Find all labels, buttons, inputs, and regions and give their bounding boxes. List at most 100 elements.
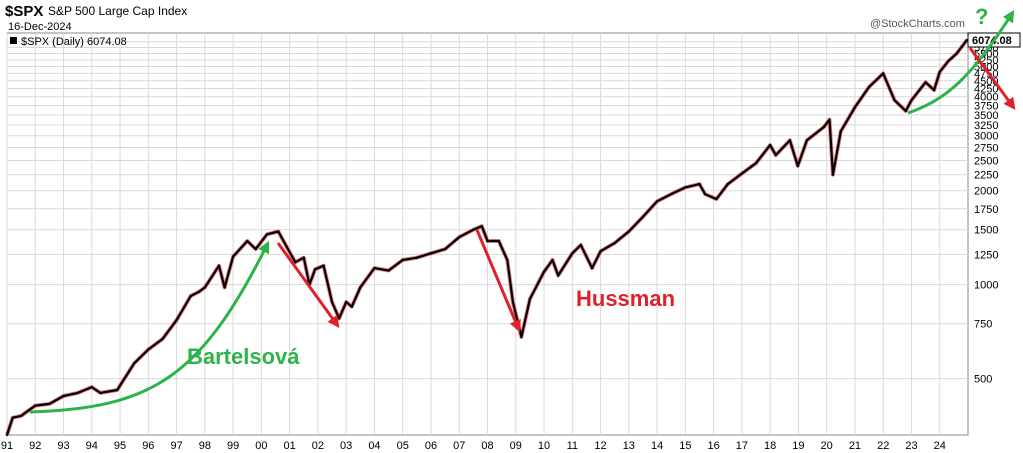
x-tick-label: 12	[594, 440, 606, 452]
x-tick-label: 04	[368, 440, 380, 452]
data-point	[401, 258, 404, 262]
data-point	[223, 286, 226, 289]
data-point	[853, 106, 857, 109]
chart-symbol: $SPX	[5, 3, 43, 20]
y-tick-label: 4000	[974, 92, 998, 104]
x-tick-label: 00	[255, 440, 267, 452]
y-tick-label: 500	[974, 374, 992, 386]
data-point	[655, 200, 659, 203]
chart-title: S&P 500 Large Cap Index	[48, 4, 187, 18]
y-tick-label: 2250	[974, 170, 998, 182]
data-point	[443, 247, 447, 251]
data-point	[938, 70, 941, 74]
x-tick-label: 24	[934, 440, 946, 452]
y-axis: 500 750 1000 1250 1500 1750 2000 2250 2500275030…	[974, 37, 998, 386]
data-point	[161, 337, 164, 341]
bull-arrow-1990s	[29, 240, 270, 414]
data-point	[893, 98, 896, 102]
bear-label: Hussman	[576, 286, 675, 311]
data-point	[947, 59, 950, 63]
x-tick-label: 10	[538, 440, 550, 452]
grid	[6, 33, 968, 435]
x-axis: 91 92 93 94 95 96 97 98 99 00 01 02 03 04 05 06 07 08 09 10…	[1, 440, 946, 452]
data-point	[542, 270, 546, 273]
data-point	[955, 52, 958, 55]
data-point	[99, 391, 102, 395]
data-point	[217, 264, 221, 267]
brand-watermark: @StockCharts.com	[870, 18, 965, 30]
data-point	[904, 109, 908, 113]
x-tick-label: 96	[142, 440, 154, 452]
y-tick-label: 1250	[974, 249, 998, 261]
data-point	[932, 88, 936, 92]
y-tick-label: 3250	[974, 120, 998, 132]
data-point	[965, 38, 969, 42]
data-point	[313, 268, 317, 271]
data-point	[415, 256, 419, 259]
data-point	[472, 228, 475, 231]
data-point	[511, 300, 515, 304]
x-tick-label: 07	[453, 440, 465, 452]
x-tick-label: 20	[821, 440, 833, 452]
legend-label: $SPX (Daily) 6074.08	[21, 36, 127, 48]
data-point	[62, 394, 65, 398]
y-tick-label: 5250	[974, 55, 998, 67]
data-point	[34, 404, 37, 407]
data-point	[350, 305, 354, 308]
question-mark: ?	[975, 4, 988, 29]
data-point	[285, 245, 289, 249]
data-point	[670, 192, 673, 196]
data-point	[337, 317, 341, 320]
data-point	[703, 192, 707, 196]
data-point	[116, 388, 119, 392]
x-tick-label: 08	[481, 440, 493, 452]
data-point	[774, 153, 777, 157]
x-tick-label: 01	[284, 440, 296, 452]
data-point	[599, 250, 602, 253]
data-point	[726, 182, 729, 186]
data-point	[497, 239, 501, 243]
data-point	[506, 258, 509, 262]
legend-swatch	[10, 37, 17, 44]
data-point	[910, 98, 913, 102]
data-point	[486, 239, 489, 243]
x-tick-label: 18	[764, 440, 776, 452]
data-point	[76, 391, 79, 395]
x-tick-label: 09	[510, 440, 522, 452]
data-point	[520, 335, 523, 339]
x-tick-label: 21	[849, 440, 861, 452]
data-point	[5, 433, 9, 437]
x-tick-label: 05	[397, 440, 409, 452]
data-point	[627, 230, 631, 233]
data-point	[579, 243, 582, 247]
y-tick-label: 1500	[974, 225, 998, 237]
y-tick-label: 2500	[974, 155, 998, 167]
y-tick-label: 1000	[974, 280, 998, 292]
y-tick-label: 2000	[974, 186, 998, 198]
series-legend: $SPX (Daily) 6074.08	[10, 36, 127, 48]
data-point	[302, 256, 305, 259]
x-tick-label: 19	[792, 440, 804, 452]
data-point	[768, 143, 772, 147]
x-tick-label: 06	[425, 440, 437, 452]
y-tick-label: 750	[974, 319, 992, 331]
x-tick-label: 91	[1, 440, 13, 452]
data-point	[613, 241, 616, 245]
annotations: Bartelsová Hussman ?	[29, 4, 1016, 414]
data-point	[754, 161, 758, 165]
x-tick-label: 93	[57, 440, 69, 452]
y-tick-label: 3000	[974, 131, 998, 143]
y-tick-label: 1750	[974, 204, 998, 216]
data-point	[189, 294, 192, 298]
data-point	[231, 255, 235, 258]
data-point	[246, 239, 249, 243]
bear-arrow-2025	[968, 47, 1016, 110]
x-tick-label: 15	[679, 440, 691, 452]
x-tick-label: 94	[86, 440, 98, 452]
data-point	[330, 300, 334, 304]
data-point	[294, 261, 297, 264]
data-point	[198, 290, 201, 293]
x-tick-label: 03	[340, 440, 352, 452]
data-point	[684, 186, 687, 189]
